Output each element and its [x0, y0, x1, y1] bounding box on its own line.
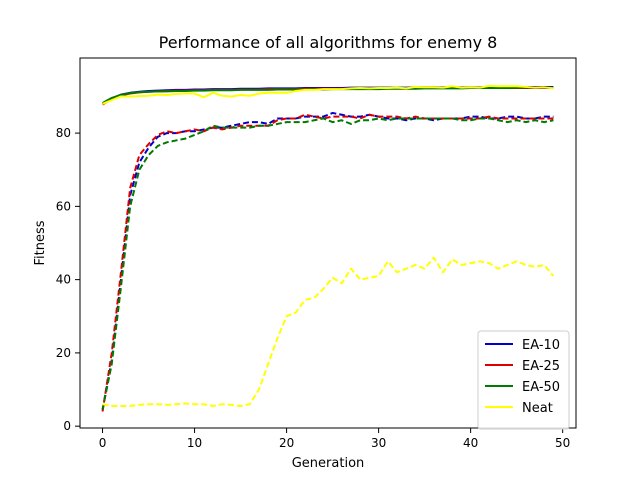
- x-tick-label: 40: [463, 436, 478, 450]
- y-axis-label: Fitness: [33, 220, 48, 265]
- x-tick-label: 10: [187, 436, 202, 450]
- plot-frame: [79, 57, 577, 429]
- y-tick-label: 60: [56, 199, 71, 213]
- legend-label: EA-25: [522, 359, 560, 374]
- legend-box: [477, 330, 570, 430]
- x-tick-label: 50: [555, 436, 570, 450]
- series-layer: [101, 84, 555, 412]
- y-tick-label: 80: [56, 126, 71, 140]
- chart-title: Performance of all algorithms for enemy …: [159, 33, 498, 52]
- x-tick-label: 20: [279, 436, 294, 450]
- legend-label: Neat: [522, 401, 553, 416]
- x-axis: 0 10 20 30 40 50: [99, 428, 570, 450]
- y-tick-label: 0: [63, 419, 71, 433]
- y-axis: 0 20 40 60 80: [56, 126, 80, 433]
- series-max-line: [102, 84, 554, 105]
- x-tick-label: 30: [371, 436, 386, 450]
- series-mean-line: [101, 113, 554, 412]
- legend: EA-10 EA-25 EA-50 Neat: [477, 330, 570, 430]
- y-tick-label: 40: [56, 273, 71, 287]
- legend-label: EA-10: [522, 338, 560, 353]
- legend-label: EA-50: [522, 380, 560, 395]
- x-tick-label: 0: [99, 436, 107, 450]
- x-axis-label: Generation: [292, 456, 365, 471]
- series-mean-line: [102, 256, 555, 408]
- series-3: [102, 84, 555, 408]
- y-tick-label: 20: [56, 346, 71, 360]
